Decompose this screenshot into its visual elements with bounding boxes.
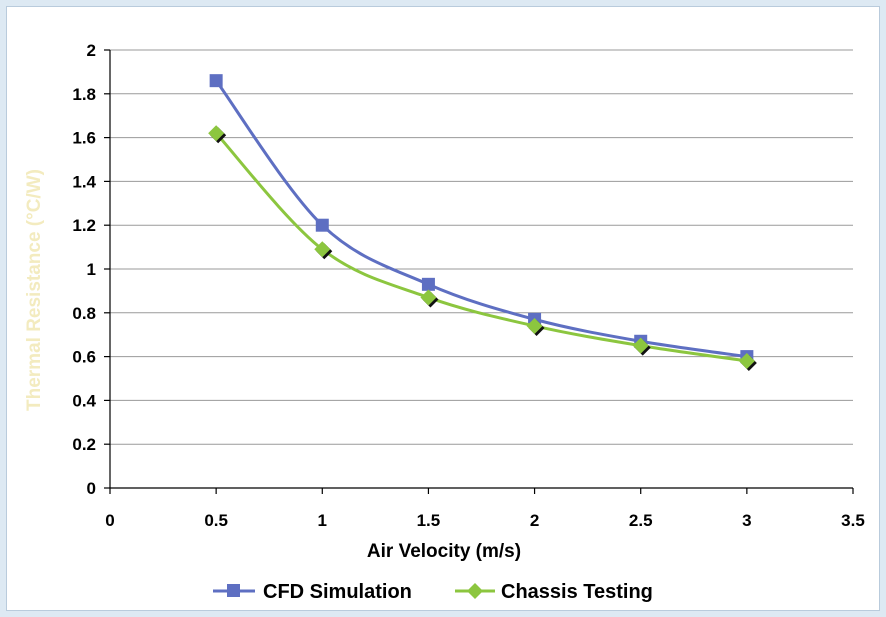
x-tick-label: 1.5 (417, 511, 441, 530)
legend-marker-square (227, 584, 240, 597)
x-tick-label: 2.5 (629, 511, 653, 530)
y-tick-label: 0.4 (72, 391, 96, 410)
y-tick-label: 0.2 (72, 435, 96, 454)
x-tick-label: 0.5 (204, 511, 228, 530)
data-point-square (421, 277, 435, 291)
legend-marker-diamond (467, 583, 483, 599)
x-axis-title: Air Velocity (m/s) (367, 541, 521, 562)
legend-label-chassis-testing: Chassis Testing (501, 581, 653, 603)
legend-label-cfd-simulation: CFD Simulation (263, 581, 412, 603)
y-tick-label: 1.8 (72, 85, 96, 104)
series-layer (208, 74, 757, 371)
x-tick-label: 1 (318, 511, 327, 530)
data-point-diamond (420, 289, 437, 306)
y-tick-label: 2 (87, 41, 96, 60)
series-line-cfd-simulation (214, 79, 748, 359)
y-tick-label: 0 (87, 479, 96, 498)
y-tick-label: 1 (87, 260, 96, 279)
x-tick-label: 0 (105, 511, 114, 530)
data-point-diamond (208, 125, 225, 142)
series-line-chassis-testing (215, 132, 748, 363)
x-tick-label: 3.5 (841, 511, 865, 530)
legend: CFD Simulation Chassis Testing (213, 581, 653, 603)
data-point-square (209, 74, 223, 88)
y-axis-title: Thermal Resistance (°C/W) (24, 169, 45, 411)
data-point-diamond (314, 241, 331, 258)
y-tick-label: 1.2 (72, 216, 96, 235)
data-point-diamond (738, 352, 755, 369)
data-point-diamond (632, 337, 649, 354)
x-tick-label: 3 (742, 511, 751, 530)
y-tick-label: 0.6 (72, 348, 96, 367)
tick-labels: 0 0.2 0.4 0.6 0.8 1 1.2 1.4 1.6 1.8 2 0 0.5 1 1.5 2 2.5 3… (72, 41, 864, 530)
axes (104, 49, 854, 494)
legend-item-chassis-testing: Chassis Testing (455, 581, 653, 603)
chart-frame (6, 6, 880, 611)
series-chassis-testing (208, 125, 757, 371)
data-point-diamond (526, 317, 543, 334)
y-tick-label: 1.6 (72, 129, 96, 148)
y-tick-label: 0.8 (72, 304, 96, 323)
legend-item-cfd-simulation: CFD Simulation (213, 581, 412, 603)
x-tick-label: 2 (530, 511, 539, 530)
gridlines (110, 49, 853, 445)
data-point-square (315, 218, 329, 232)
y-tick-label: 1.4 (72, 172, 96, 191)
